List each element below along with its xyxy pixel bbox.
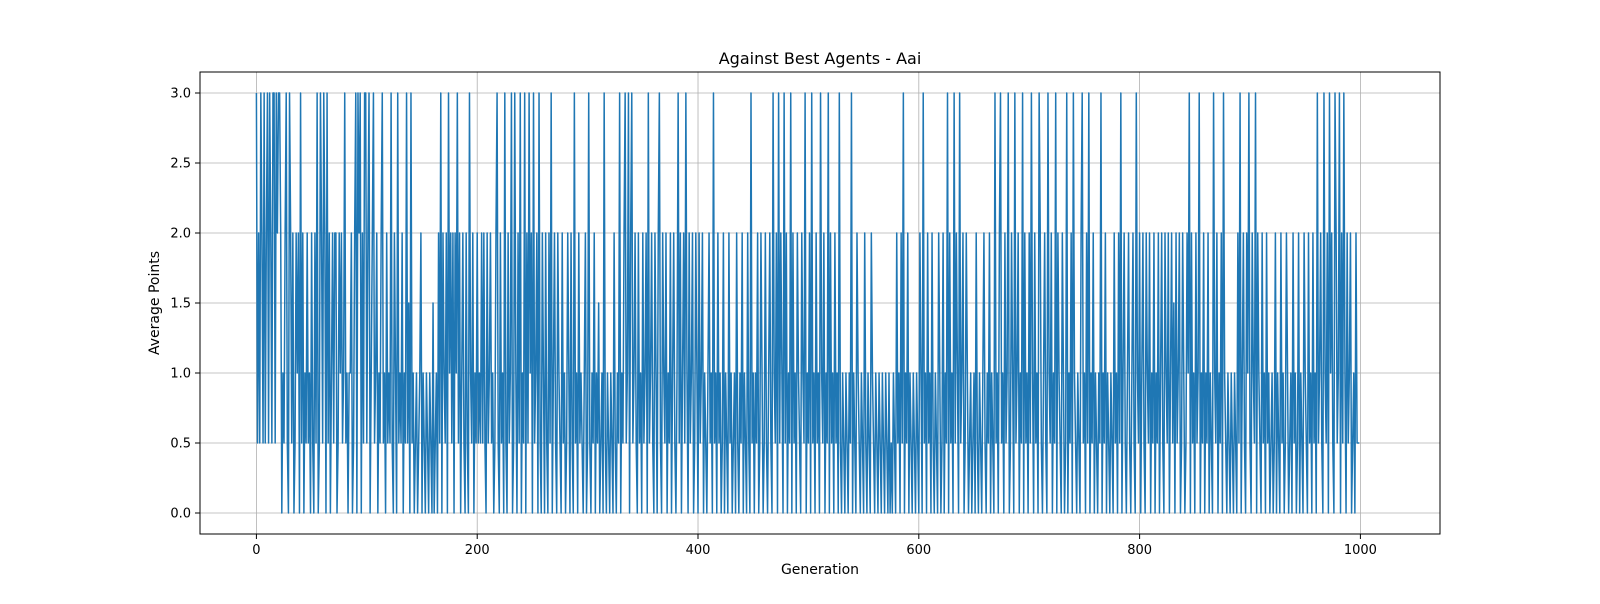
x-tick-label: 0 — [252, 543, 260, 558]
x-tick-label: 400 — [686, 543, 711, 558]
y-tick-label: 2.0 — [170, 227, 191, 242]
x-tick-label: 800 — [1127, 543, 1152, 558]
y-tick-label: 1.0 — [170, 367, 191, 382]
series-line-0 — [255, 92, 1360, 514]
plot-area — [255, 92, 1360, 514]
x-axis-label: Generation — [781, 562, 859, 578]
y-tick-label: 1.5 — [170, 297, 191, 312]
x-tick-label: 1000 — [1344, 543, 1377, 558]
y-tick-label: 3.0 — [170, 87, 191, 102]
y-tick-label: 0.5 — [170, 437, 191, 452]
chart-title: Against Best Agents - Aai — [719, 49, 922, 68]
y-axis: 0.0 0.5 1.0 1.5 2.0 2.5 3.0 — [170, 87, 200, 522]
y-axis-label: Average Points — [147, 251, 163, 355]
x-tick-label: 600 — [906, 543, 931, 558]
y-tick-label: 0.0 — [170, 507, 191, 522]
x-axis: 0 200 400 600 800 1000 — [252, 534, 1377, 558]
y-tick-label: 2.5 — [170, 157, 191, 172]
x-tick-label: 200 — [465, 543, 490, 558]
